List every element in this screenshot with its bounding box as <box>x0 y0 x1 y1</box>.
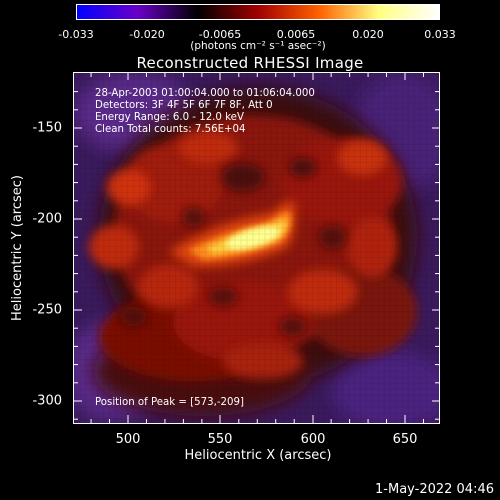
colorbar-tick: 0.0065 <box>276 28 316 41</box>
rhessi-image <box>74 73 439 423</box>
x-tick-label: 650 <box>392 432 418 447</box>
colorbar-tick: -0.033 <box>58 28 94 41</box>
colorbar-tick: 0.020 <box>352 28 384 41</box>
x-tick-label: 500 <box>115 432 141 447</box>
y-tick-label: -250 <box>32 302 62 318</box>
image-plot: 28-Apr-2003 01:00:04.000 to 01:06:04.000… <box>73 72 440 424</box>
colorbar <box>76 4 440 20</box>
colorbar-tick: -0.0065 <box>198 28 242 41</box>
y-tick-label: -200 <box>32 211 62 227</box>
annotation-energy: Energy Range: 6.0 - 12.0 keV <box>95 112 244 123</box>
annotation-peak: Position of Peak = [573,-209] <box>95 397 244 408</box>
annotation-time-range: 28-Apr-2003 01:00:04.000 to 01:06:04.000 <box>95 88 315 99</box>
colorbar-units: (photons cm⁻² s⁻¹ asec⁻²) <box>190 40 326 52</box>
colorbar-tick: -0.020 <box>129 28 165 41</box>
annotation-method: Clean Total counts: 7.56E+04 <box>95 124 246 135</box>
y-tick-label: -150 <box>32 120 62 136</box>
annotation-detectors: Detectors: 3F 4F 5F 6F 7F 8F, Att 0 <box>95 100 273 111</box>
x-axis-label: Heliocentric X (arcsec) <box>184 448 332 463</box>
x-tick-label: 600 <box>300 432 326 447</box>
footer-date: 1-May-2022 04:46 <box>375 482 494 497</box>
y-tick-label: -300 <box>32 393 62 409</box>
plot-title: Reconstructed RHESSI Image <box>136 54 364 72</box>
colorbar-tick: 0.033 <box>424 28 456 41</box>
y-axis-label: Heliocentric Y (arcsec) <box>10 175 25 321</box>
x-tick-label: 550 <box>207 432 233 447</box>
